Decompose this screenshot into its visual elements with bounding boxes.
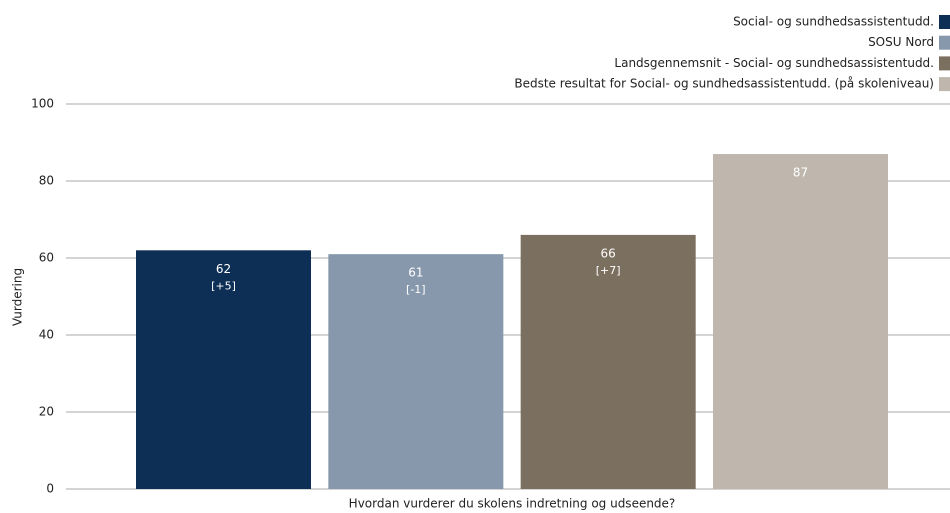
bar — [328, 254, 504, 489]
bar — [520, 234, 696, 489]
y-tick-label: 60 — [39, 251, 54, 265]
legend-swatch — [939, 15, 950, 29]
y-tick-label: 80 — [39, 174, 54, 188]
legend-label: Social- og sundhedsassistentudd. — [733, 15, 934, 29]
data-label: 61 — [408, 266, 423, 280]
y-tick-label: 100 — [31, 97, 54, 111]
legend-swatch — [939, 77, 950, 92]
legend-label: Landsgennemsnit - Social- og sundhedsass… — [614, 56, 934, 70]
y-tick-label: 20 — [39, 405, 54, 419]
y-tick-label: 40 — [39, 328, 54, 342]
data-label: 87 — [793, 166, 808, 180]
y-axis-label: Vurdering — [11, 268, 25, 326]
legend-label: Bedste resultat for Social- og sundhedsa… — [514, 77, 934, 91]
data-label: 66 — [601, 246, 616, 260]
legend-swatch — [939, 35, 950, 50]
legend-label: SOSU Nord — [868, 35, 934, 49]
bar — [136, 250, 311, 489]
y-tick-label: 0 — [46, 482, 54, 496]
data-annotation: [+7] — [596, 264, 621, 277]
x-tick-label: Hvordan vurderer du skolens indretning o… — [349, 497, 676, 511]
data-annotation: [-1] — [406, 283, 426, 296]
legend-swatch — [939, 56, 950, 71]
data-annotation: [+5] — [211, 279, 236, 292]
bar — [713, 154, 888, 490]
data-label: 62 — [216, 262, 231, 276]
